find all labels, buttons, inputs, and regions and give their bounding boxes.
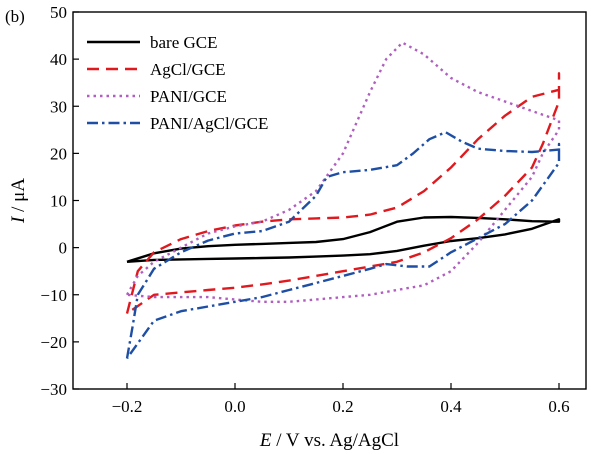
y-tick-label: −20: [40, 333, 67, 352]
x-tick-label: 0.0: [224, 397, 245, 416]
x-tick-label: 0.2: [332, 397, 353, 416]
series-line-agcl-gce: [125, 72, 561, 315]
series-line-pani-agcl-gce: [125, 131, 561, 360]
y-tick-label: 40: [50, 50, 67, 69]
y-tick-label: 0: [59, 239, 68, 258]
legend-label: bare GCE: [150, 33, 218, 52]
x-axis-title-symbol: E: [259, 430, 272, 451]
legend-label: PANI/AgCl/GCE: [150, 114, 268, 133]
legend-label: PANI/GCE: [150, 87, 227, 106]
x-axis-title-text: / V vs. Ag/AgCl: [272, 430, 400, 451]
y-tick-label: 20: [50, 144, 67, 163]
y-tick-label: −10: [40, 286, 67, 305]
x-tick-label: −0.2: [112, 397, 143, 416]
y-axis-title-text: / μA: [8, 178, 29, 217]
y-axis-title-symbol: I: [8, 215, 29, 224]
series-line-pani-gce: [125, 41, 561, 303]
x-axis-title: E / V vs. Ag/AgCl: [259, 430, 399, 451]
y-tick-label: −30: [40, 380, 67, 399]
legend: bare GCE AgCl/GCE PANI/GCE PANI/AgCl/GCE: [87, 33, 268, 133]
y-tick-label: 50: [50, 3, 67, 22]
y-axis-title: I / μA: [8, 178, 29, 224]
legend-label: AgCl/GCE: [150, 60, 226, 79]
axis-ticks: −0.2 0.0 0.2 0.4 0.6 −30 −20 −10 0 10 20 30 40 50: [40, 3, 569, 416]
x-tick-label: 0.4: [440, 397, 462, 416]
panel-label: (b): [5, 7, 25, 26]
series-line-bare-gce: [126, 215, 561, 263]
y-tick-label: 30: [50, 97, 67, 116]
series-layer: [125, 41, 561, 360]
y-tick-label: 10: [50, 192, 67, 211]
x-tick-label: 0.6: [548, 397, 569, 416]
plot-frame: [72, 11, 587, 390]
